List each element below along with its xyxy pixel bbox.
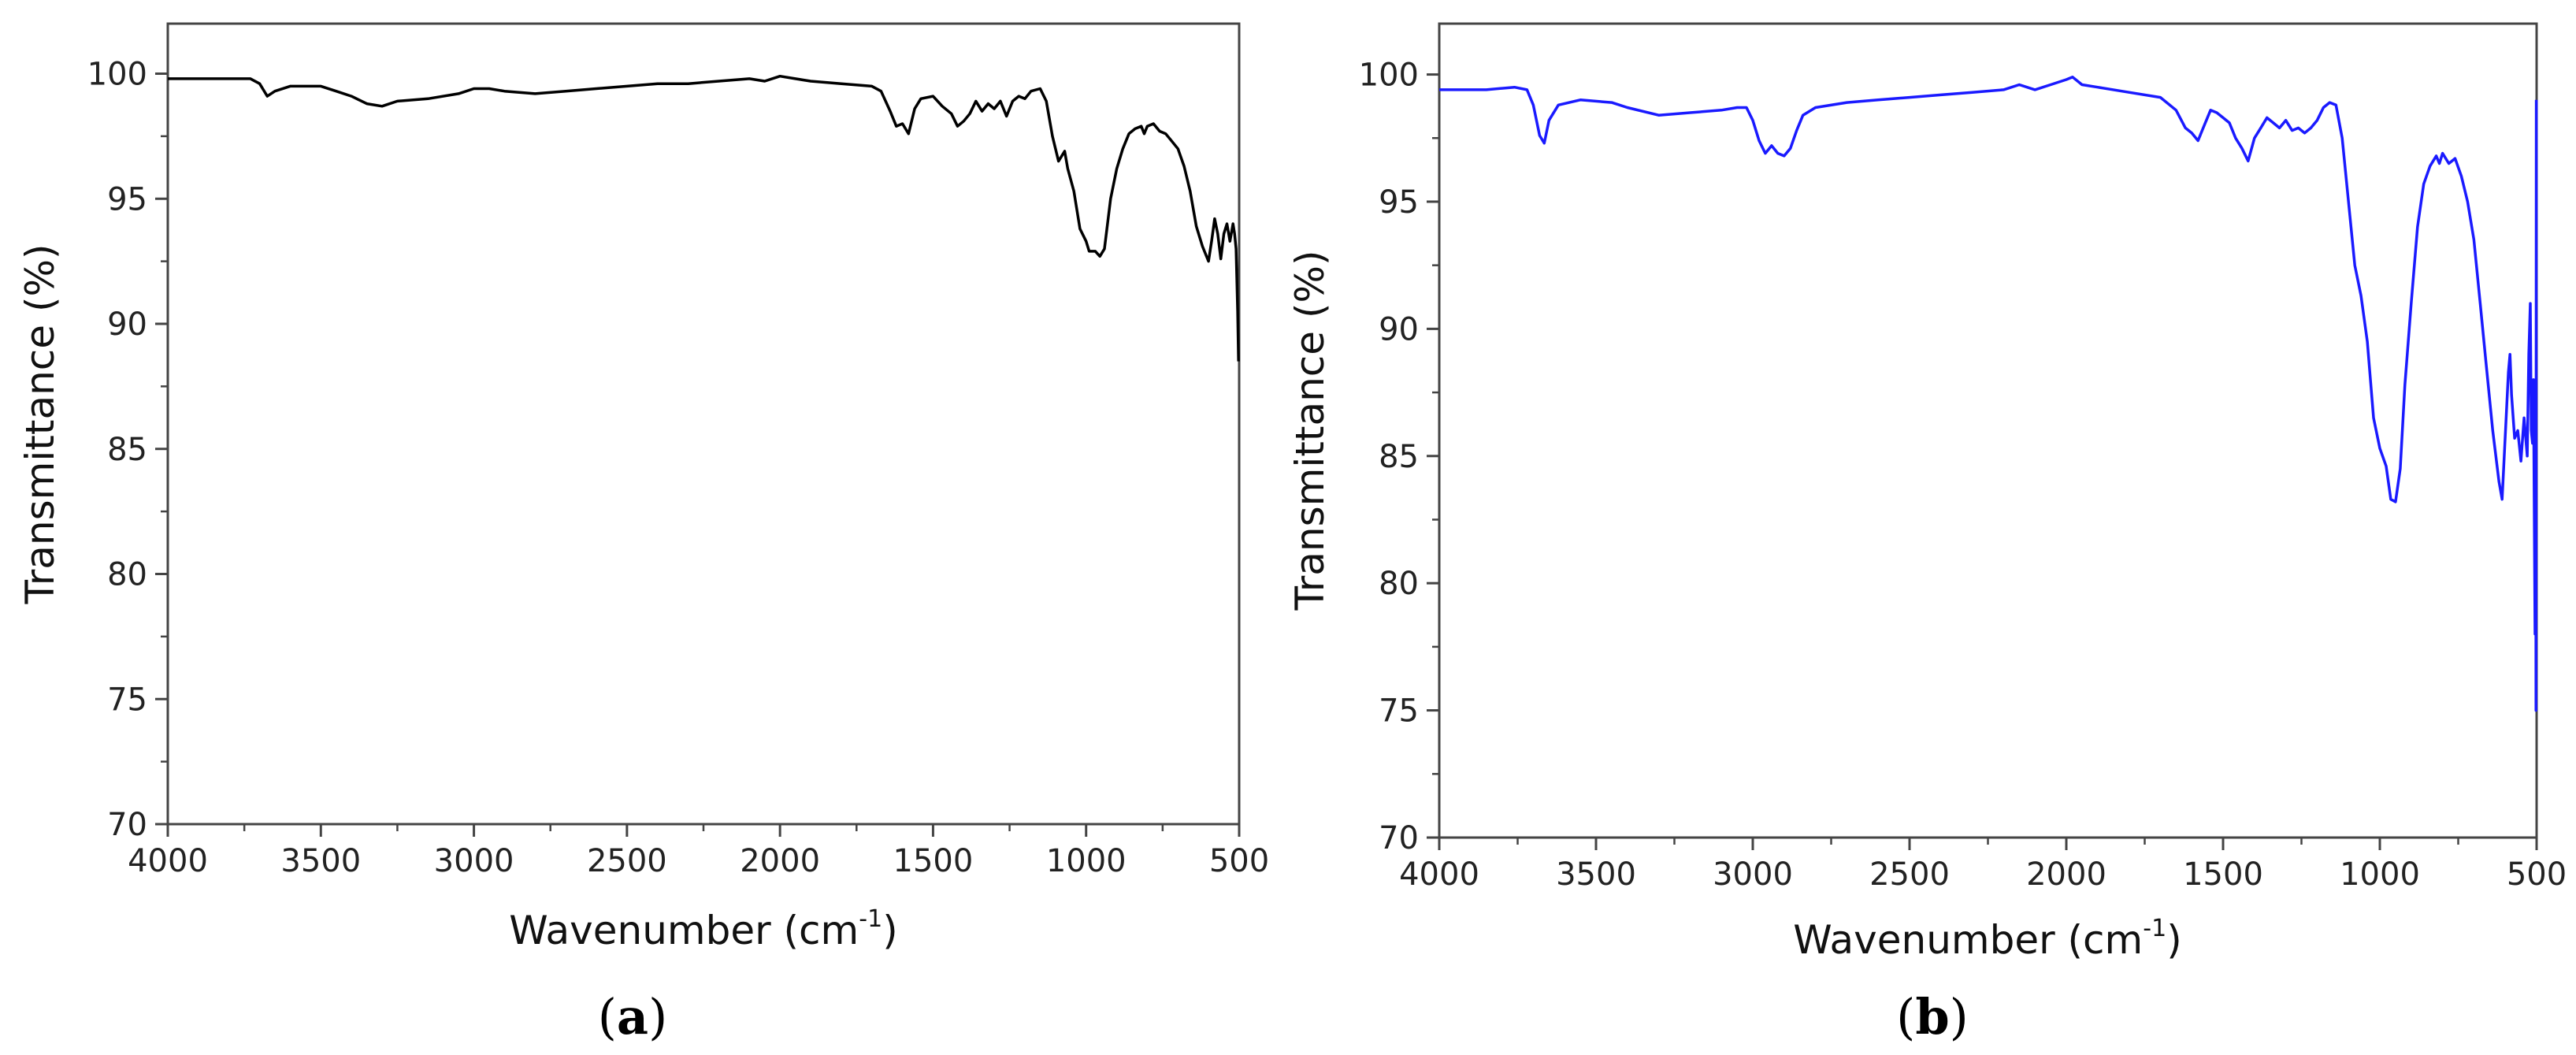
plot-frame-a: [166, 22, 1241, 826]
y-tick-label: 80: [1379, 566, 1419, 602]
x-axis-title-sup-b: -1: [2143, 915, 2166, 942]
panel-caption-b: (b): [1896, 988, 1969, 1046]
x-tick-label: 3500: [1556, 856, 1636, 893]
x-tick-label: 2000: [2026, 856, 2106, 893]
chart-panel-a: 4000 3500 3000 2500 2000 1500 1000 500 70 75 80 85…: [17, 22, 1269, 1046]
x-tick-label: 1500: [2183, 856, 2263, 893]
y-tick-label: 95: [1379, 184, 1419, 221]
spectrum-line-a: [168, 74, 1240, 362]
x-ticks-b: 4000 3500 3000 2500 2000 1500 1000 500: [1399, 838, 2567, 893]
x-tick-label: 2500: [587, 843, 667, 879]
x-ticks-a: 4000 3500 3000 2500 2000 1500 1000 500: [128, 824, 1269, 879]
x-axis-title-close-b: ): [2166, 917, 2182, 963]
x-axis-title-a: Wavenumber (cm-1): [509, 905, 897, 953]
x-tick-label: 1000: [1046, 843, 1127, 879]
y-tick-label: 70: [1379, 820, 1419, 856]
y-axis-title-a: Transmittance (%): [17, 244, 63, 605]
chart-panel-b: 4000 3500 3000 2500 2000 1500 1000 500 70 75 80 85…: [1287, 22, 2567, 1046]
y-tick-label: 85: [1379, 439, 1419, 475]
y-tick-label: 100: [1359, 58, 1419, 94]
spectrum-line-b: [1439, 76, 2538, 712]
y-ticks-b: 70 75 80 85 90 95 100: [1359, 58, 1439, 856]
panel-letter-b: b: [1915, 988, 1949, 1046]
x-axis-title-main-b: Wavenumber (cm: [1793, 917, 2143, 963]
y-ticks-a: 70 75 80 85 90 95 100: [87, 57, 168, 843]
x-tick-label: 2500: [1869, 856, 1950, 893]
y-tick-label: 90: [107, 306, 147, 343]
y-tick-label: 85: [107, 432, 147, 468]
y-tick-label: 75: [1379, 693, 1419, 730]
x-axis-title-b: Wavenumber (cm-1): [1793, 915, 2181, 963]
x-axis-title-sup-a: -1: [859, 905, 882, 933]
panel-caption-a: (a): [598, 988, 668, 1046]
y-axis-title-b: Transmittance (%): [1287, 251, 1333, 611]
x-tick-label: 500: [1209, 843, 1269, 879]
y-tick-label: 100: [87, 57, 147, 93]
y-tick-label: 95: [107, 181, 147, 217]
x-axis-title-main-a: Wavenumber (cm: [509, 908, 859, 953]
x-tick-label: 2000: [740, 843, 820, 879]
x-axis-title-close-a: ): [882, 908, 898, 953]
panel-letter-a: a: [617, 988, 648, 1046]
x-tick-label: 1500: [893, 843, 974, 879]
y-tick-label: 75: [107, 682, 147, 718]
y-tick-label: 70: [107, 807, 147, 843]
y-tick-label: 80: [107, 557, 147, 593]
x-tick-label: 3000: [434, 843, 514, 879]
x-tick-label: 4000: [1399, 856, 1479, 893]
plot-frame-b: [1438, 22, 2538, 839]
y-tick-label: 90: [1379, 311, 1419, 347]
x-tick-label: 500: [2507, 856, 2567, 893]
x-tick-label: 3000: [1713, 856, 1793, 893]
x-tick-label: 1000: [2340, 856, 2420, 893]
x-tick-label: 3500: [280, 843, 361, 879]
x-tick-label: 4000: [128, 843, 208, 879]
